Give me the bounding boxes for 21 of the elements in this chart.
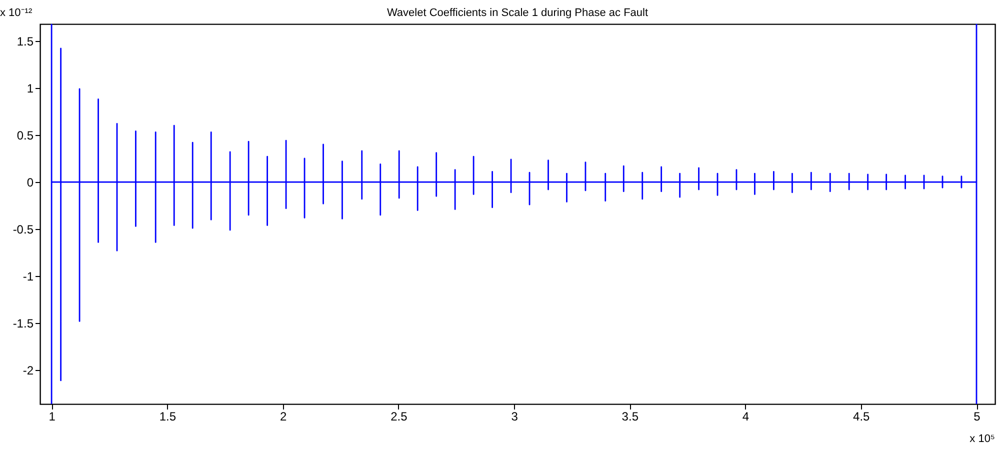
text: x 10⁵ xyxy=(970,433,995,445)
y-tick-label: -1 xyxy=(22,270,34,284)
x-tick-label: 2.5 xyxy=(390,410,408,424)
y-tick-label: 1.5 xyxy=(16,34,34,48)
y-tick-label: 0 xyxy=(26,176,34,190)
x-tick-label: 4.5 xyxy=(853,410,870,424)
y-tick-label: -0.5 xyxy=(12,222,34,237)
x-tick-label: 3 xyxy=(511,410,518,424)
text: x 10⁻¹² xyxy=(0,7,32,19)
x-tick-label: 4 xyxy=(742,410,750,424)
x-tick-label: 1 xyxy=(48,410,56,424)
line-series xyxy=(50,24,978,404)
chart-title: Wavelet Coefficients in Scale 1 during Phase ac Fault xyxy=(386,7,648,19)
x-tick-label: 1.5 xyxy=(159,410,176,424)
y-tick-label: 1 xyxy=(26,81,34,96)
y-tick-label: -2 xyxy=(22,364,34,378)
x-tick-label: 5 xyxy=(974,410,981,424)
x-tick-label: 2 xyxy=(280,410,287,424)
y-tick-label: 0.5 xyxy=(16,128,34,142)
y-tick-label: -1.5 xyxy=(12,316,34,331)
x-tick-label: 3.5 xyxy=(622,410,639,424)
